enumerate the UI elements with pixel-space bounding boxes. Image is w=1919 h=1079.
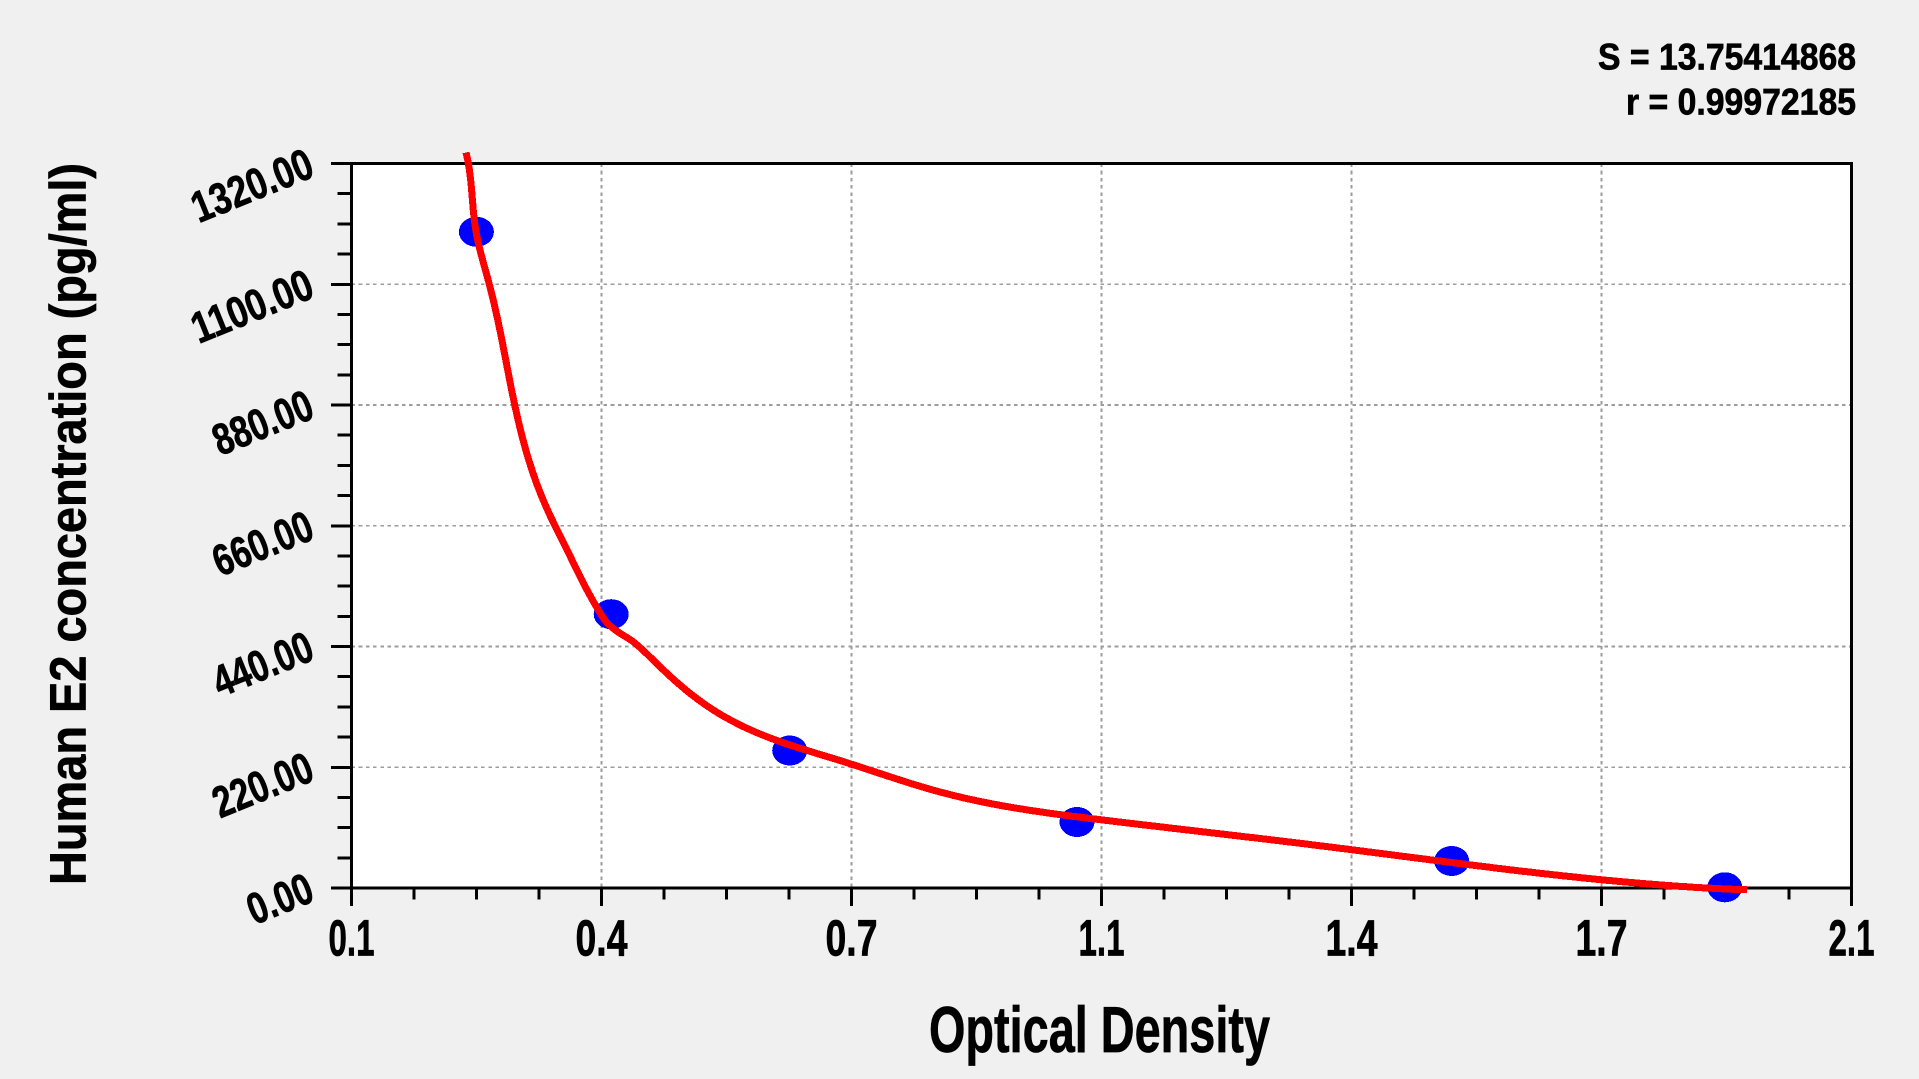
svg-text:0.7: 0.7 bbox=[826, 910, 878, 967]
svg-text:1.7: 1.7 bbox=[1576, 910, 1628, 967]
svg-text:r = 0.99972185: r = 0.99972185 bbox=[1626, 82, 1856, 123]
svg-text:S = 13.75414868: S = 13.75414868 bbox=[1598, 37, 1856, 78]
svg-text:0.1: 0.1 bbox=[329, 910, 375, 967]
svg-text:2.1: 2.1 bbox=[1829, 910, 1875, 967]
svg-text:0.4: 0.4 bbox=[576, 910, 628, 967]
svg-text:1.1: 1.1 bbox=[1079, 910, 1125, 967]
svg-text:1.4: 1.4 bbox=[1326, 910, 1378, 967]
svg-text:Human E2 concentration (pg/ml): Human E2 concentration (pg/ml) bbox=[40, 163, 97, 885]
svg-text:Optical Density: Optical Density bbox=[929, 994, 1270, 1066]
